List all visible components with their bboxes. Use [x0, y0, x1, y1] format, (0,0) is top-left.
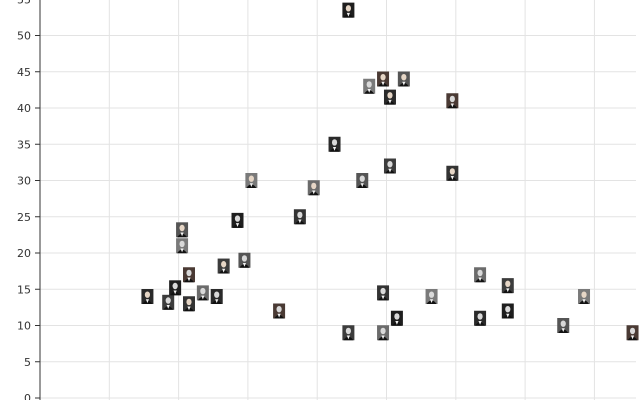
portrait-point[interactable]: [578, 289, 591, 304]
portrait-point[interactable]: [383, 89, 396, 105]
y-tick-label: 10: [17, 320, 31, 333]
portrait-point[interactable]: [162, 294, 175, 310]
portrait-point[interactable]: [446, 165, 459, 181]
y-tick-label: 40: [17, 102, 31, 115]
portrait-point[interactable]: [307, 180, 320, 196]
portrait-point[interactable]: [377, 71, 390, 87]
portrait-point[interactable]: [501, 278, 514, 294]
portrait-point[interactable]: [293, 209, 306, 225]
portrait-point[interactable]: [176, 222, 189, 238]
grid-layer: [39, 0, 636, 400]
portrait-point[interactable]: [328, 136, 341, 152]
y-tick-label: 55: [17, 0, 31, 6]
portrait-point[interactable]: [183, 267, 195, 283]
portrait-point[interactable]: [446, 93, 459, 109]
portrait-point[interactable]: [390, 310, 403, 326]
y-axis: 0 5 10 15 20 25 30 35 40 45 50 55: [17, 0, 41, 400]
portrait-point[interactable]: [141, 289, 154, 304]
y-tick-label: 15: [17, 283, 31, 296]
y-tick-label: 20: [17, 247, 31, 260]
portrait-point[interactable]: [501, 303, 514, 319]
portrait-point[interactable]: [231, 212, 244, 228]
portrait-point[interactable]: [474, 310, 487, 326]
portrait-point[interactable]: [176, 238, 189, 254]
portrait-point[interactable]: [273, 303, 286, 319]
portrait-point[interactable]: [425, 289, 438, 304]
portrait-point[interactable]: [474, 267, 487, 283]
portrait-point[interactable]: [217, 258, 230, 274]
portrait-point[interactable]: [245, 173, 258, 188]
y-tick-label: 5: [24, 356, 31, 369]
portrait-point[interactable]: [342, 325, 355, 341]
portrait-point[interactable]: [363, 78, 376, 94]
y-tick-label: 0: [24, 392, 31, 400]
portrait-point[interactable]: [397, 71, 410, 87]
y-tick-label: 30: [17, 175, 31, 188]
portrait-point[interactable]: [626, 325, 639, 341]
portrait-point[interactable]: [196, 285, 209, 301]
y-tick-label: 25: [17, 211, 31, 224]
portrait-point[interactable]: [377, 325, 390, 341]
portrait-point[interactable]: [342, 2, 355, 18]
y-tick-label: 35: [17, 138, 31, 151]
portrait-point[interactable]: [183, 296, 195, 312]
portrait-point[interactable]: [238, 252, 251, 268]
portrait-point[interactable]: [169, 280, 182, 296]
portrait-point[interactable]: [356, 173, 369, 188]
y-tick-label: 50: [17, 30, 31, 43]
y-tick-label: 45: [17, 66, 31, 79]
portrait-point[interactable]: [383, 158, 396, 174]
portrait-point[interactable]: [210, 289, 223, 304]
portrait-point[interactable]: [557, 318, 570, 333]
points-layer: [141, 2, 639, 341]
portrait-point[interactable]: [377, 285, 390, 301]
